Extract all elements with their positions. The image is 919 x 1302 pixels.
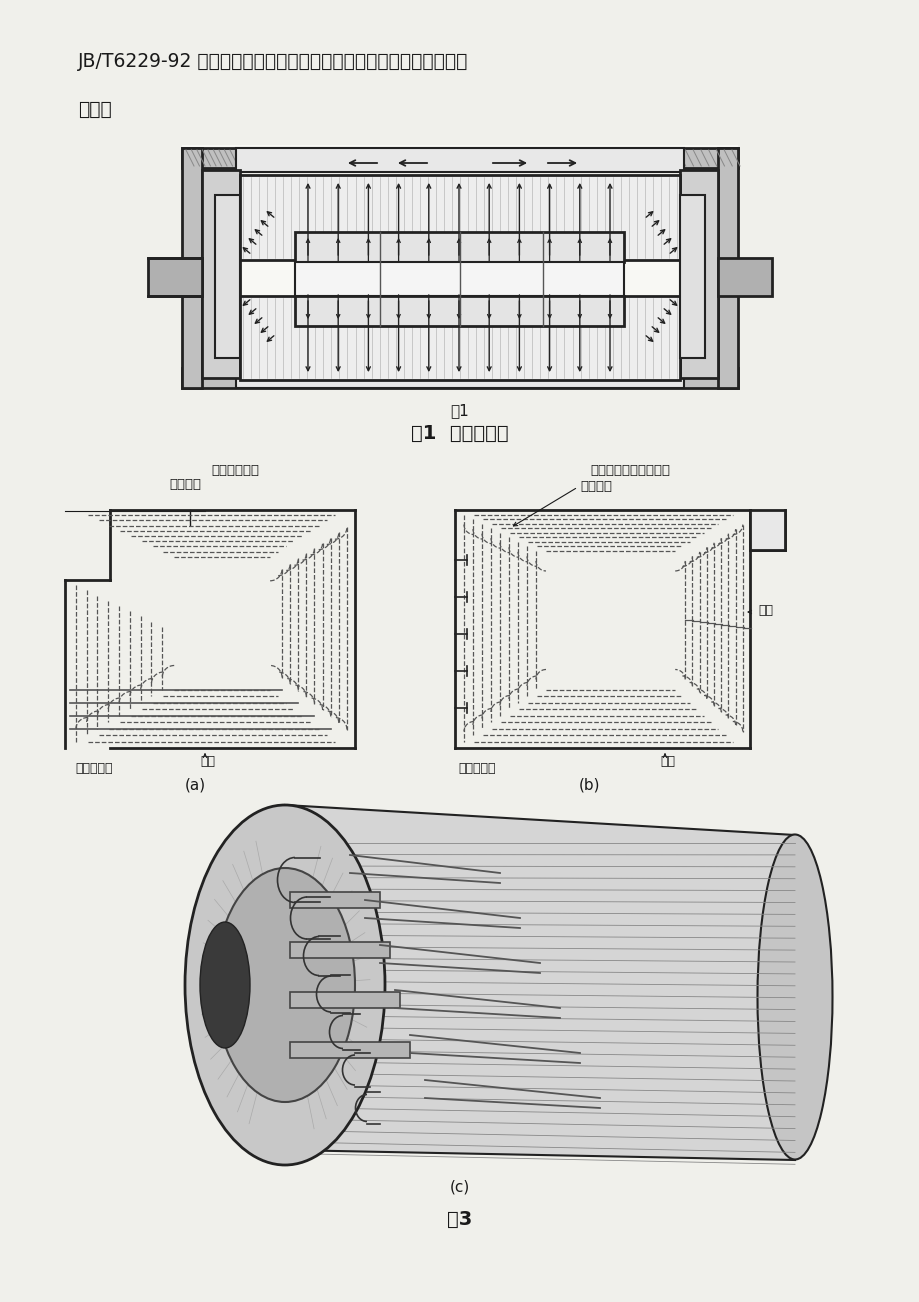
Text: (b): (b) [579,779,600,793]
Bar [240,174,679,260]
Text: 图1: 图1 [450,404,469,418]
Bar [215,195,240,358]
Bar [182,368,737,388]
Bar [717,258,771,296]
Ellipse shape [215,868,355,1101]
Bar [148,258,202,296]
Text: 进风: 进风 [757,604,772,617]
Text: 情况。: 情况。 [78,100,111,118]
Bar [289,992,400,1008]
Text: 出风槽（转子本体上）: 出风槽（转子本体上） [589,464,669,477]
Text: 图3: 图3 [447,1210,472,1229]
Ellipse shape [185,805,384,1165]
Bar [289,1042,410,1059]
Bar [717,148,737,388]
Bar [679,171,717,378]
Text: 图1  风路示意图: 图1 风路示意图 [411,424,508,443]
Text: (c): (c) [449,1180,470,1195]
Text: (a): (a) [184,779,205,793]
Text: 大齿中心线: 大齿中心线 [458,762,495,775]
Bar [295,232,623,262]
Bar [236,365,683,388]
Text: 进风: 进风 [659,755,675,768]
Bar [182,148,737,168]
Bar [182,148,202,388]
Bar [240,296,679,380]
Text: JB/T6229-92 推荐压力。另外，想掌握在不同压力下各风孔通风变化: JB/T6229-92 推荐压力。另外，想掌握在不同压力下各风孔通风变化 [78,52,468,72]
Text: 风区隔块: 风区隔块 [579,480,611,493]
Ellipse shape [199,922,250,1048]
Bar [749,510,784,549]
Text: 进风: 进风 [199,755,215,768]
Text: 转子本体: 转子本体 [169,478,200,491]
Bar [236,148,683,172]
Polygon shape [285,805,794,1160]
Bar [295,262,623,296]
Bar [679,195,704,358]
Bar [295,296,623,326]
Bar [202,171,240,378]
Bar [289,892,380,907]
Text: 分线圈内气流: 分线圈内气流 [210,464,259,477]
Text: 大齿中心线: 大齿中心线 [75,762,112,775]
Ellipse shape [756,835,832,1160]
Bar [289,943,390,958]
Bar [182,145,737,388]
